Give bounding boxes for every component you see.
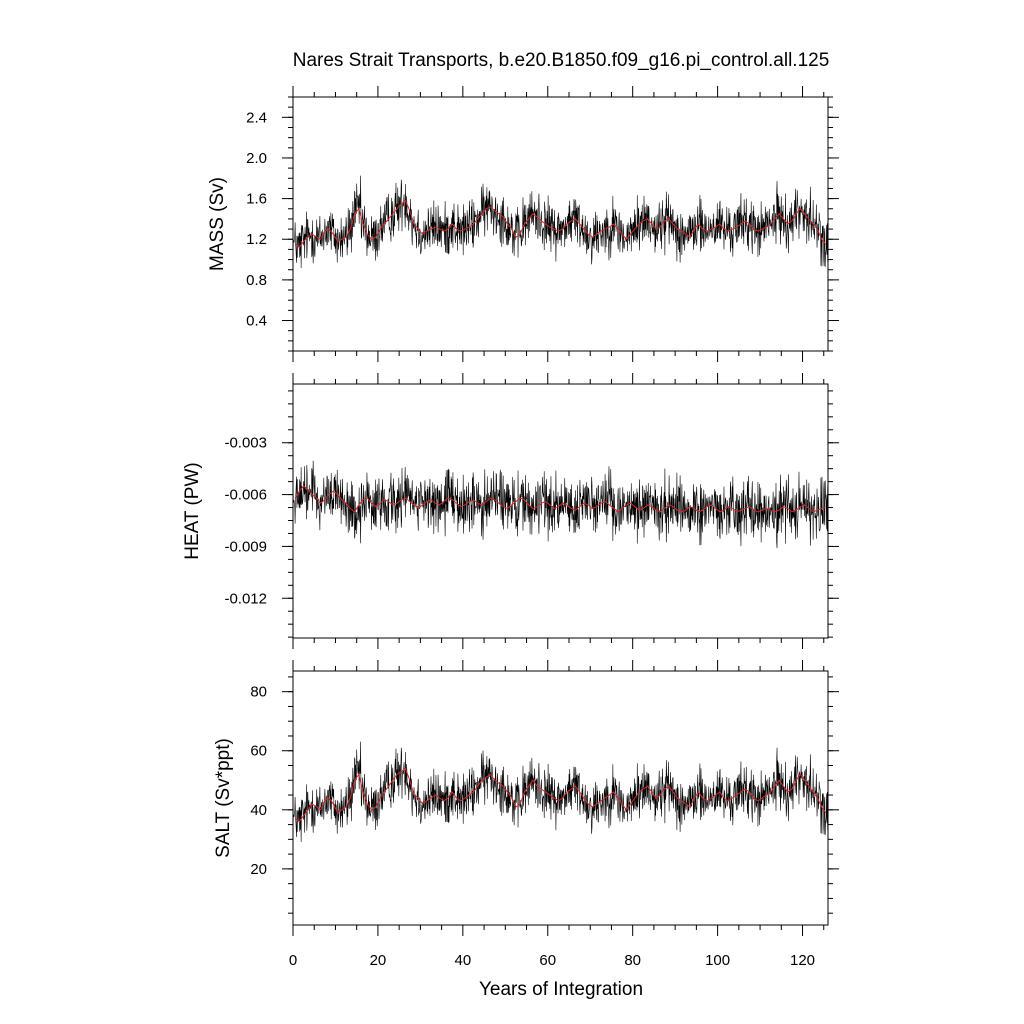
y-tick-label: -0.006 xyxy=(224,487,267,504)
y-tick-label: 80 xyxy=(250,684,267,701)
y-tick-label: 0.8 xyxy=(246,272,267,289)
annual-mean-line xyxy=(294,485,827,513)
x-tick-label: 20 xyxy=(370,952,387,969)
x-axis: 0 20 40 60 80 100 120 xyxy=(289,952,815,969)
panel-2: -0.003 -0.006 -0.009 -0.012 HEAT (PW) xyxy=(182,373,839,649)
x-tick-label: 40 xyxy=(454,952,471,969)
panel-3: 20 40 60 80 SALT (Sv*ppt) xyxy=(213,660,839,936)
y-tick-label: 60 xyxy=(250,743,267,760)
plot-frame xyxy=(292,96,829,352)
y-tick-label: 0.4 xyxy=(246,313,267,330)
y-axis-label: SALT (Sv*ppt) xyxy=(213,738,234,858)
annual-mean-line xyxy=(294,199,827,249)
monthly-series-line xyxy=(293,741,828,843)
y-tick-label: 2.4 xyxy=(246,109,267,126)
x-tick-label: 80 xyxy=(624,952,641,969)
y-tick-label: -0.009 xyxy=(224,538,267,555)
plot-frame xyxy=(292,383,829,639)
annual-mean-line xyxy=(294,767,827,823)
y-axis-label: HEAT (PW) xyxy=(182,462,203,559)
x-tick-label: 60 xyxy=(539,952,556,969)
chart-title: Nares Strait Transports, b.e20.B1850.f09… xyxy=(293,50,830,71)
y-tick-label: -0.003 xyxy=(224,435,267,452)
y-tick-label: 20 xyxy=(250,861,267,878)
x-tick-label: 0 xyxy=(289,952,297,969)
y-tick-label: 1.6 xyxy=(246,191,267,208)
monthly-series-line xyxy=(293,460,828,549)
x-tick-label: 120 xyxy=(790,952,815,969)
x-tick-label: 100 xyxy=(705,952,730,969)
y-axis-label: MASS (Sv) xyxy=(207,177,228,271)
y-tick-label: 1.2 xyxy=(246,231,267,248)
y-tick-label: 2.0 xyxy=(246,150,267,167)
panel-1: 0.4 0.8 1.2 1.6 2.0 2.4 MASS (Sv) xyxy=(207,86,839,362)
x-axis-label: Years of Integration xyxy=(479,979,643,1000)
plot-frame xyxy=(292,670,829,926)
monthly-series-line xyxy=(293,175,828,268)
y-tick-label: -0.012 xyxy=(224,590,267,607)
y-tick-label: 40 xyxy=(250,802,267,819)
